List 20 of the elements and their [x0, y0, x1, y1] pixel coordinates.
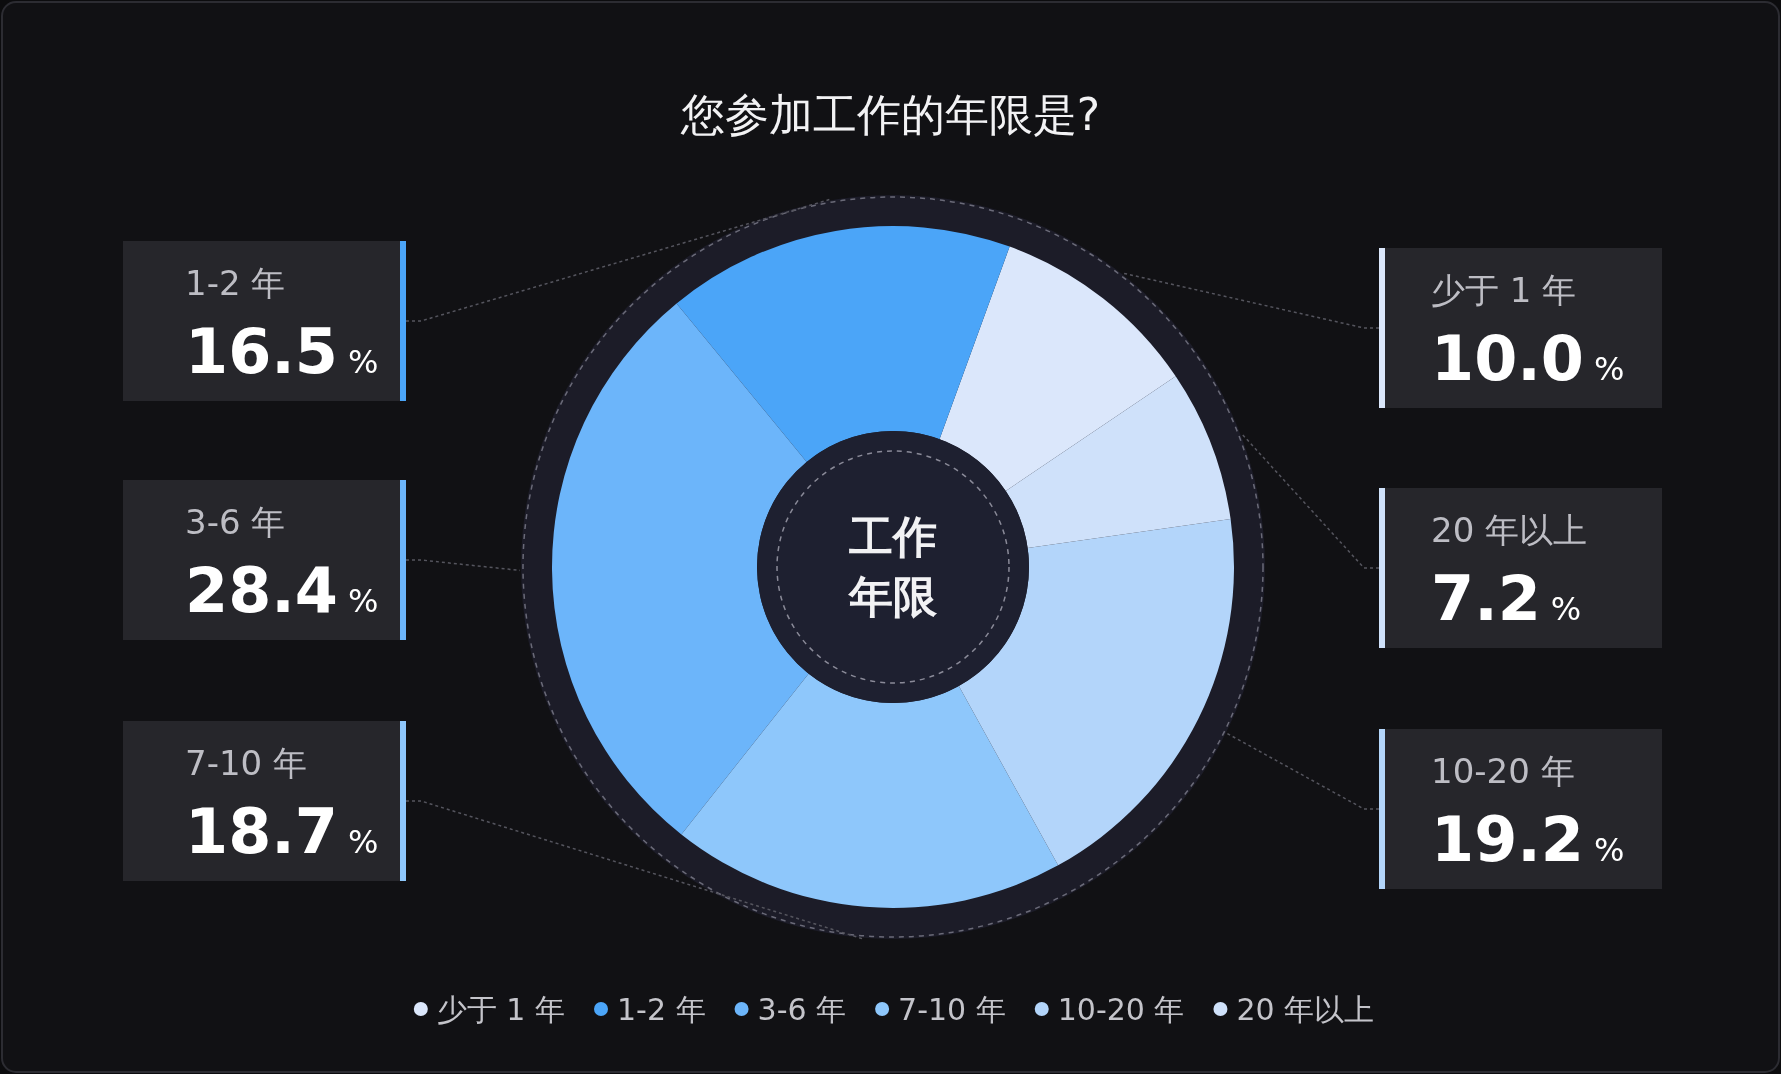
slice-label: 1-2 年	[185, 263, 286, 303]
slice-label: 少于 1 年	[1431, 270, 1577, 310]
legend-label: 3-6 年	[757, 992, 847, 1027]
legend-label: 10-20 年	[1057, 992, 1185, 1027]
legend-label: 7-10 年	[898, 992, 1006, 1027]
slice-label: 20 年以上	[1431, 510, 1588, 550]
chart-title: 您参加工作的年限是?	[679, 89, 1101, 140]
data-label: 18.7 %	[185, 795, 379, 868]
text: 工作年限	[848, 511, 938, 622]
data-label: 16.5 %	[185, 315, 379, 388]
slice-label: 7-10 年	[185, 743, 307, 783]
data-label: 28.4 %	[185, 554, 379, 627]
data-label: 19.2 %	[1431, 803, 1625, 876]
data-label: 7.2 %	[1431, 562, 1582, 635]
legend-label: 20 年以上	[1236, 992, 1375, 1027]
data-label: 10.0 %	[1431, 322, 1625, 395]
legend-label: 少于 1 年	[436, 992, 566, 1027]
slice-label: 10-20 年	[1431, 751, 1575, 791]
slice-label: 3-6 年	[185, 502, 286, 542]
legend-label: 1-2 年	[617, 992, 706, 1027]
